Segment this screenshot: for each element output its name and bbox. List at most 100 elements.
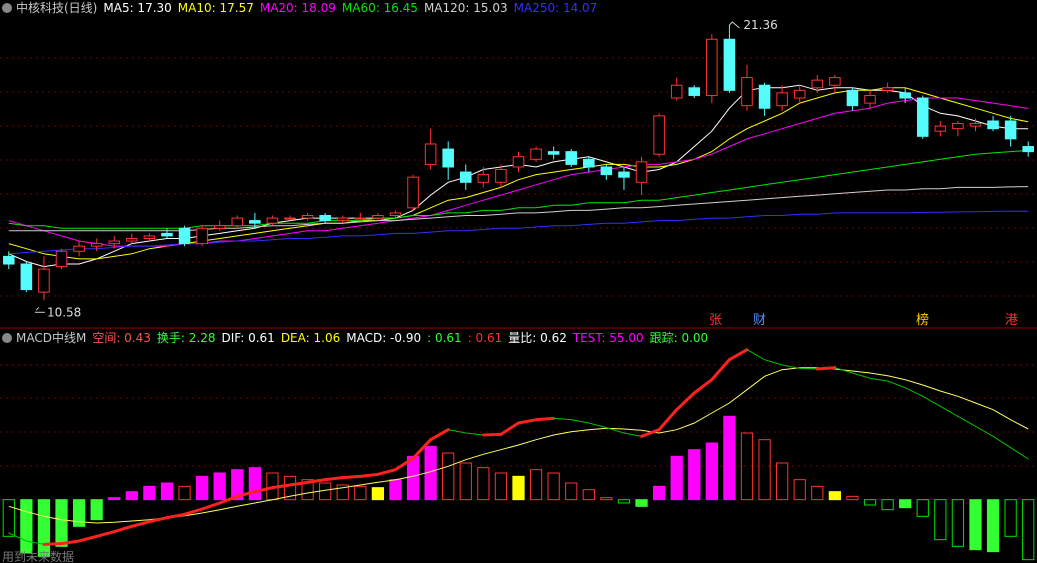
candle-body	[90, 243, 103, 247]
dif-segment	[306, 478, 327, 484]
macd-bar	[670, 455, 683, 501]
macd-bar	[213, 472, 226, 501]
candle-body	[3, 255, 15, 265]
macd-bar	[389, 479, 402, 501]
macd-bar	[336, 484, 349, 501]
ma-line	[8, 210, 1029, 255]
candle-body	[442, 148, 454, 168]
dif-segment	[957, 415, 976, 427]
dif-segment	[675, 391, 696, 412]
macd-bar	[758, 439, 771, 501]
candle-body	[73, 245, 85, 252]
candle-body	[952, 123, 964, 130]
legend-entry: MA250: 14.07	[513, 1, 598, 15]
dif-segment	[25, 540, 45, 545]
macd-bar	[283, 475, 297, 501]
macd-bar	[178, 485, 191, 501]
macd-bar	[90, 499, 103, 521]
dif-segment	[640, 428, 661, 438]
dif-segment	[815, 366, 837, 371]
candle-body	[846, 89, 859, 107]
candle-body	[20, 263, 33, 291]
marker: 榜	[916, 313, 930, 328]
macd-bar	[20, 499, 33, 554]
dif-segment	[270, 483, 292, 490]
dif-segment	[393, 456, 415, 472]
indicator-value: MACD: -0.90	[346, 331, 422, 345]
dif-segment	[323, 476, 345, 482]
candle-body	[583, 158, 595, 168]
candle-body	[635, 161, 648, 183]
candle-body	[987, 120, 999, 130]
dif-segment	[534, 416, 556, 422]
footnote: 用到未来数据	[2, 550, 75, 563]
menu-icon[interactable]	[2, 3, 12, 13]
indicator-value: : 0.61	[427, 331, 462, 345]
macd-bar	[1022, 499, 1035, 561]
marker: 港	[1005, 313, 1019, 328]
macd-header: MACD中线M 空间: 0.43 换手: 2.28 DIF: 0.61 DEA: 1.…	[0, 330, 714, 346]
candle-body	[38, 268, 50, 293]
candle-body	[495, 169, 507, 183]
dif-segment	[992, 435, 1012, 449]
legend-entry: MA5: 17.30	[103, 1, 172, 15]
candle-body	[934, 125, 947, 132]
dif-segment	[183, 507, 204, 516]
candle-body	[266, 217, 279, 224]
marker: 张	[709, 313, 723, 328]
dif-segment	[447, 429, 467, 434]
candle-body	[618, 171, 630, 178]
macd-bar	[688, 449, 701, 501]
candle-body	[354, 217, 367, 220]
dif-segment	[939, 405, 959, 417]
dif-segment	[60, 539, 81, 546]
candle-body	[547, 151, 560, 155]
dif-segment	[288, 480, 310, 487]
macd-bar	[899, 499, 912, 509]
macd-bar	[951, 499, 965, 547]
macd-bar	[143, 485, 156, 501]
candle-body	[477, 174, 490, 183]
dif-segment	[764, 359, 783, 366]
macd-bar	[459, 462, 472, 501]
candle-body	[1004, 120, 1017, 140]
dif-segment	[834, 367, 853, 374]
dif-segment	[8, 532, 27, 542]
macd-bar	[354, 485, 367, 501]
candle-body	[565, 151, 578, 165]
dif-segment	[517, 418, 538, 425]
dif-segment	[781, 364, 801, 369]
macd-bar	[617, 499, 631, 504]
dif-segment	[358, 472, 380, 478]
dif-segment	[411, 438, 433, 460]
dif-segment	[623, 432, 643, 437]
macd-bar	[37, 499, 51, 557]
macd-bar	[652, 485, 666, 501]
macd-bar	[863, 499, 877, 506]
candle-body	[213, 225, 226, 229]
indicator-value: TEST: 55.00	[572, 331, 644, 345]
dif-segment	[200, 501, 222, 511]
menu-icon[interactable]	[2, 333, 12, 343]
candle-body	[143, 235, 156, 239]
candle-body	[776, 92, 788, 107]
macd-bar	[565, 482, 578, 501]
candle-body	[108, 240, 121, 245]
candle-body	[723, 38, 736, 91]
dif-segment	[746, 349, 766, 361]
dif-segment	[77, 534, 99, 543]
dif-segment	[851, 372, 871, 379]
macd-bar	[231, 469, 244, 501]
macd-bar	[1004, 499, 1017, 537]
macd-bar	[635, 499, 648, 507]
indicator-value: 跟踪: 0.00	[649, 331, 709, 345]
candle-body	[793, 89, 806, 99]
dif-segment	[605, 427, 625, 434]
marker: 财	[753, 313, 767, 328]
dif-segment	[799, 367, 818, 370]
candle-body	[249, 220, 261, 224]
candle-body	[916, 97, 929, 137]
candle-body	[55, 250, 68, 268]
macd-bar	[72, 499, 86, 527]
